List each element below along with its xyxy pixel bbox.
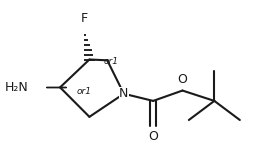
- Text: F: F: [81, 12, 88, 25]
- Text: O: O: [148, 130, 158, 143]
- Text: or1: or1: [103, 57, 118, 66]
- Text: H₂N: H₂N: [5, 81, 28, 94]
- Text: N: N: [119, 87, 129, 100]
- Text: or1: or1: [77, 87, 92, 96]
- Text: O: O: [177, 73, 187, 86]
